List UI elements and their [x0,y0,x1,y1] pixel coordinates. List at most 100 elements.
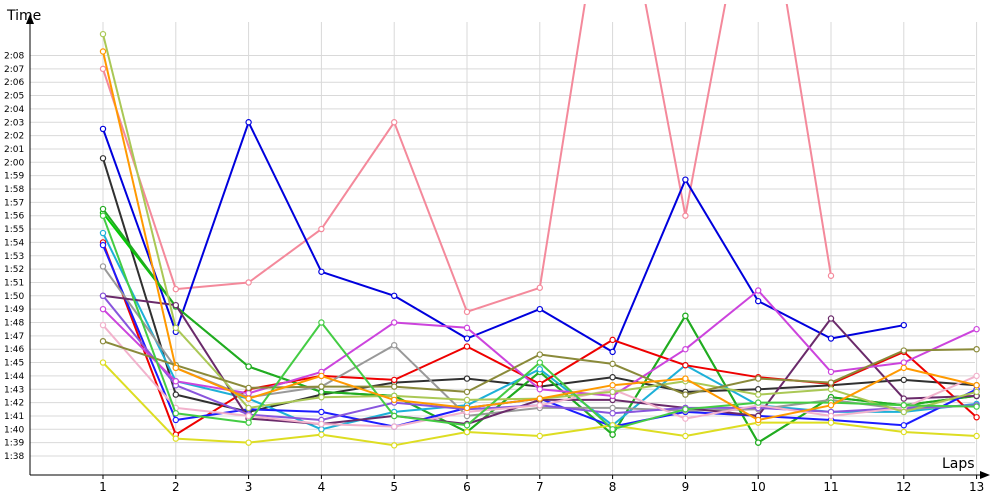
data-point [99,305,107,313]
data-point [609,348,616,356]
data-point [172,324,179,332]
data-point [755,386,762,393]
data-point [973,325,980,333]
x-tick-label: 13 [969,480,984,494]
data-point [900,321,908,329]
data-point [682,415,689,422]
x-tick-label: 10 [751,480,766,494]
data-point [245,384,252,392]
data-point [391,383,398,390]
x-tick-label: 5 [390,480,398,494]
data-point [536,351,544,358]
data-point [536,432,544,440]
data-point [463,308,471,316]
data-point [172,410,179,417]
x-tick-label: 8 [609,480,617,494]
series-1 [99,4,835,316]
data-point [536,366,544,373]
data-point [973,372,980,380]
data-point [900,359,908,366]
data-point [99,241,107,249]
data-point [391,442,398,449]
data-point [172,391,179,398]
data-point [973,388,980,396]
data-point [609,374,616,381]
data-point [536,284,544,291]
data-point [99,155,107,162]
data-point [463,324,471,332]
data-point [99,205,107,213]
data-point [172,301,179,309]
y-tick-label: 1:39 [4,439,24,449]
data-point [245,395,252,402]
x-axis-title: Laps [942,456,975,472]
series-layer [99,4,980,449]
data-point [900,422,908,429]
data-point [827,386,835,393]
data-point [318,431,325,438]
data-point [99,65,107,73]
y-tick-label: 2:06 [4,78,24,88]
x-tick-label: 12 [896,480,911,494]
x-tick-label: 11 [823,480,838,494]
y-tick-label: 1:44 [4,372,24,382]
data-point [682,212,689,219]
y-tick-label: 2:01 [4,145,24,155]
y-axis-arrow [26,14,34,24]
data-point [900,428,908,436]
data-point [99,321,107,329]
data-point [827,335,835,342]
data-point [755,375,762,382]
data-point [682,176,689,183]
data-point [755,391,762,398]
y-tick-label: 2:07 [4,65,24,75]
series-12 [99,287,980,400]
data-point [609,388,616,396]
data-point [682,362,689,369]
data-point [99,263,107,270]
data-point [318,319,325,326]
data-point [609,404,616,412]
data-point [973,346,980,353]
data-point [391,119,398,126]
data-point [172,378,179,385]
series-16 [99,359,980,449]
y-tick-label: 1:43 [4,385,24,395]
data-point [682,312,689,320]
data-point [536,359,544,366]
data-point [318,420,325,428]
y-tick-label: 1:45 [4,359,24,369]
y-tick-label: 2:02 [4,132,24,142]
data-point [973,414,980,421]
data-point [99,229,107,237]
data-point [682,391,689,398]
data-point [900,364,908,372]
data-point [318,372,325,380]
data-point [609,360,616,368]
y-tick-label: 1:58 [4,185,24,195]
data-point [900,376,908,384]
data-point [827,272,835,279]
data-point [755,287,762,294]
y-tick-label: 1:47 [4,332,24,342]
data-point [245,390,252,397]
y-tick-label: 1:41 [4,412,24,422]
y-tick-label: 1:50 [4,292,24,302]
data-point [682,346,689,353]
data-point [755,416,762,424]
data-point [99,359,107,366]
y-tick-labels: 1:38 1:39 1:40 1:41 1:42 1:43 1:44 1:45 1:46 1:47… [4,52,24,463]
data-point [391,376,398,384]
data-point [463,343,471,350]
data-point [536,386,544,393]
data-point [536,402,544,409]
data-point [609,336,616,344]
data-point [900,395,908,402]
data-point [755,439,762,446]
data-point [755,399,762,406]
data-point [609,382,616,389]
y-tick-label: 1:55 [4,225,24,235]
y-tick-label: 2:08 [4,52,24,62]
